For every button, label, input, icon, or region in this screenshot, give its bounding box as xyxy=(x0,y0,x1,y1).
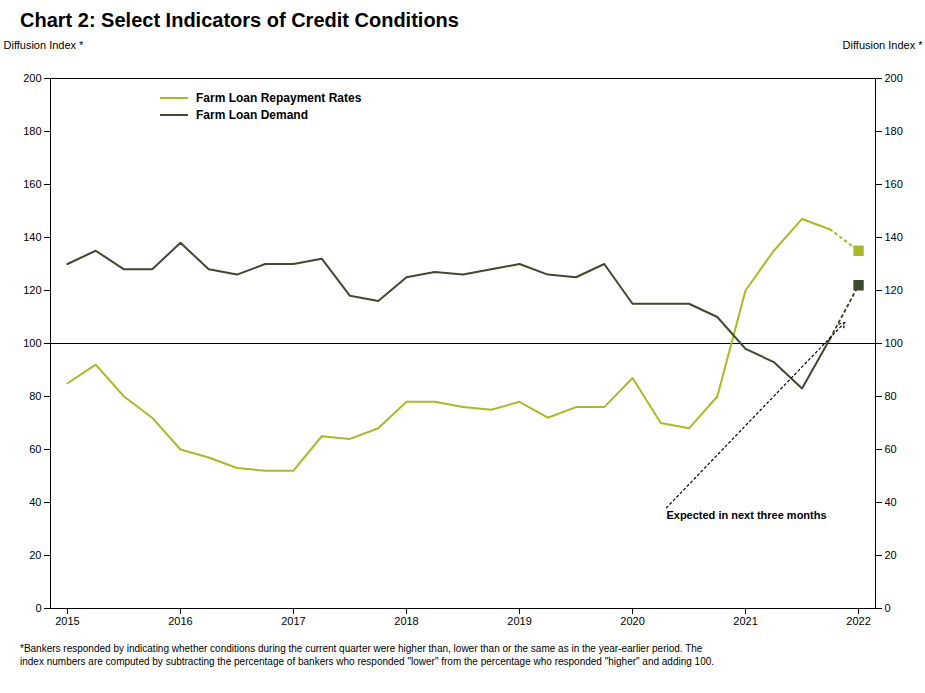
svg-text:200: 200 xyxy=(885,72,903,84)
html-text:Farm Loan Demand: Farm Loan Demand xyxy=(196,108,308,122)
svg-text:140: 140 xyxy=(885,231,903,243)
svg-text:0: 0 xyxy=(35,602,41,614)
svg-text:160: 160 xyxy=(23,178,41,190)
svg-text:80: 80 xyxy=(885,390,897,402)
svg-text:2017: 2017 xyxy=(281,615,305,627)
svg-text:2019: 2019 xyxy=(507,615,531,627)
svg-text:2015: 2015 xyxy=(55,615,79,627)
svg-text:2021: 2021 xyxy=(733,615,757,627)
html-text:Farm Loan Repayment Rates: Farm Loan Repayment Rates xyxy=(196,91,362,105)
svg-text:2018: 2018 xyxy=(394,615,418,627)
svg-text:80: 80 xyxy=(29,390,41,402)
svg-text:120: 120 xyxy=(885,284,903,296)
svg-text:2022: 2022 xyxy=(846,615,870,627)
svg-text:180: 180 xyxy=(23,125,41,137)
html-text:Chart 2: Select Indicators of: Chart 2: Select Indicators of Credit Con… xyxy=(20,9,459,31)
svg-text:60: 60 xyxy=(29,443,41,455)
svg-text:40: 40 xyxy=(29,496,41,508)
svg-text:20: 20 xyxy=(885,549,897,561)
svg-text:100: 100 xyxy=(23,337,41,349)
svg-text:160: 160 xyxy=(885,178,903,190)
svg-text:200: 200 xyxy=(23,72,41,84)
html-text:*Bankers responded by indicati: *Bankers responded by indicating whether… xyxy=(20,643,715,667)
svg-text:140: 140 xyxy=(23,231,41,243)
svg-text:180: 180 xyxy=(885,125,903,137)
svg-text:120: 120 xyxy=(23,284,41,296)
svg-text:Diffusion Index *: Diffusion Index * xyxy=(4,39,85,51)
svg-text:40: 40 xyxy=(885,496,897,508)
svg-text:20: 20 xyxy=(29,549,41,561)
svg-text:100: 100 xyxy=(885,337,903,349)
svg-text:Diffusion Index *: Diffusion Index * xyxy=(843,39,924,51)
svg-text:60: 60 xyxy=(885,443,897,455)
svg-text:Expected in next three months: Expected in next three months xyxy=(666,509,826,521)
svg-text:2016: 2016 xyxy=(168,615,192,627)
svg-text:0: 0 xyxy=(885,602,891,614)
svg-text:2020: 2020 xyxy=(620,615,644,627)
